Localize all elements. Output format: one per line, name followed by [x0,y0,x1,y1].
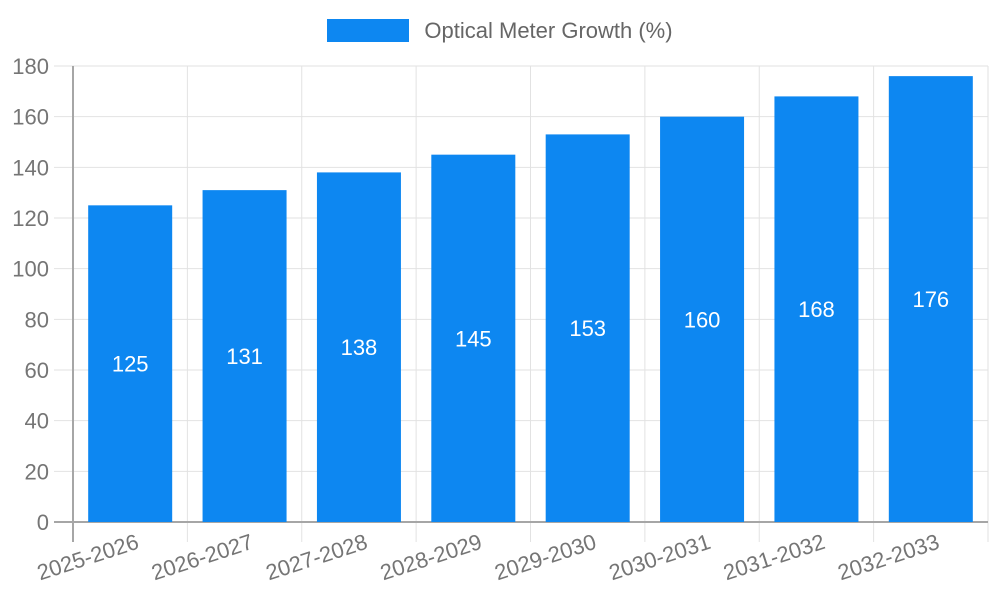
y-axis-tick-label: 20 [25,459,49,484]
y-axis-tick-label: 160 [12,105,49,130]
x-axis-tick-label: 2026-2027 [148,529,256,585]
y-axis-tick-label: 180 [12,54,49,79]
bar-value-label: 176 [912,287,949,312]
x-axis-tick-label: 2030-2031 [606,529,714,585]
x-axis-tick-label: 2032-2033 [835,529,943,585]
bar-value-label: 168 [798,297,835,322]
bar-value-label: 138 [341,335,378,360]
bar-2025-2026[interactable] [88,205,173,523]
x-axis-tick-label: 2025-2026 [34,529,142,585]
legend-swatch[interactable] [327,19,410,42]
y-axis-tick-label: 100 [12,257,49,282]
y-axis-tick-label: 0 [37,510,49,535]
y-axis-tick-label: 60 [25,358,49,383]
bar-2027-2028[interactable] [316,172,401,522]
x-axis-tick-label: 2028-2029 [377,529,485,585]
y-axis-tick-label: 140 [12,155,49,180]
bar-2030-2031[interactable] [660,116,745,523]
bar-value-label: 145 [455,326,492,351]
legend-label: Optical Meter Growth (%) [424,18,673,43]
bar-2029-2030[interactable] [545,134,630,522]
x-axis-tick-label: 2027-2028 [263,529,371,585]
bar-2031-2032[interactable] [774,96,859,523]
bar-2032-2033[interactable] [888,76,973,522]
y-axis-tick-label: 120 [12,206,49,231]
y-axis-tick-label: 80 [25,307,49,332]
bar-2028-2029[interactable] [431,154,516,522]
bar-value-label: 160 [684,307,721,332]
bar-value-label: 131 [226,344,263,369]
x-axis-tick-label: 2029-2030 [491,529,599,585]
bar-value-label: 153 [569,316,606,341]
x-axis-tick-label: 2031-2032 [720,529,828,585]
bar-2026-2027[interactable] [202,190,287,522]
bar-value-label: 125 [112,352,149,377]
y-axis-tick-label: 40 [25,409,49,434]
legend[interactable]: Optical Meter Growth (%) [0,19,1000,42]
